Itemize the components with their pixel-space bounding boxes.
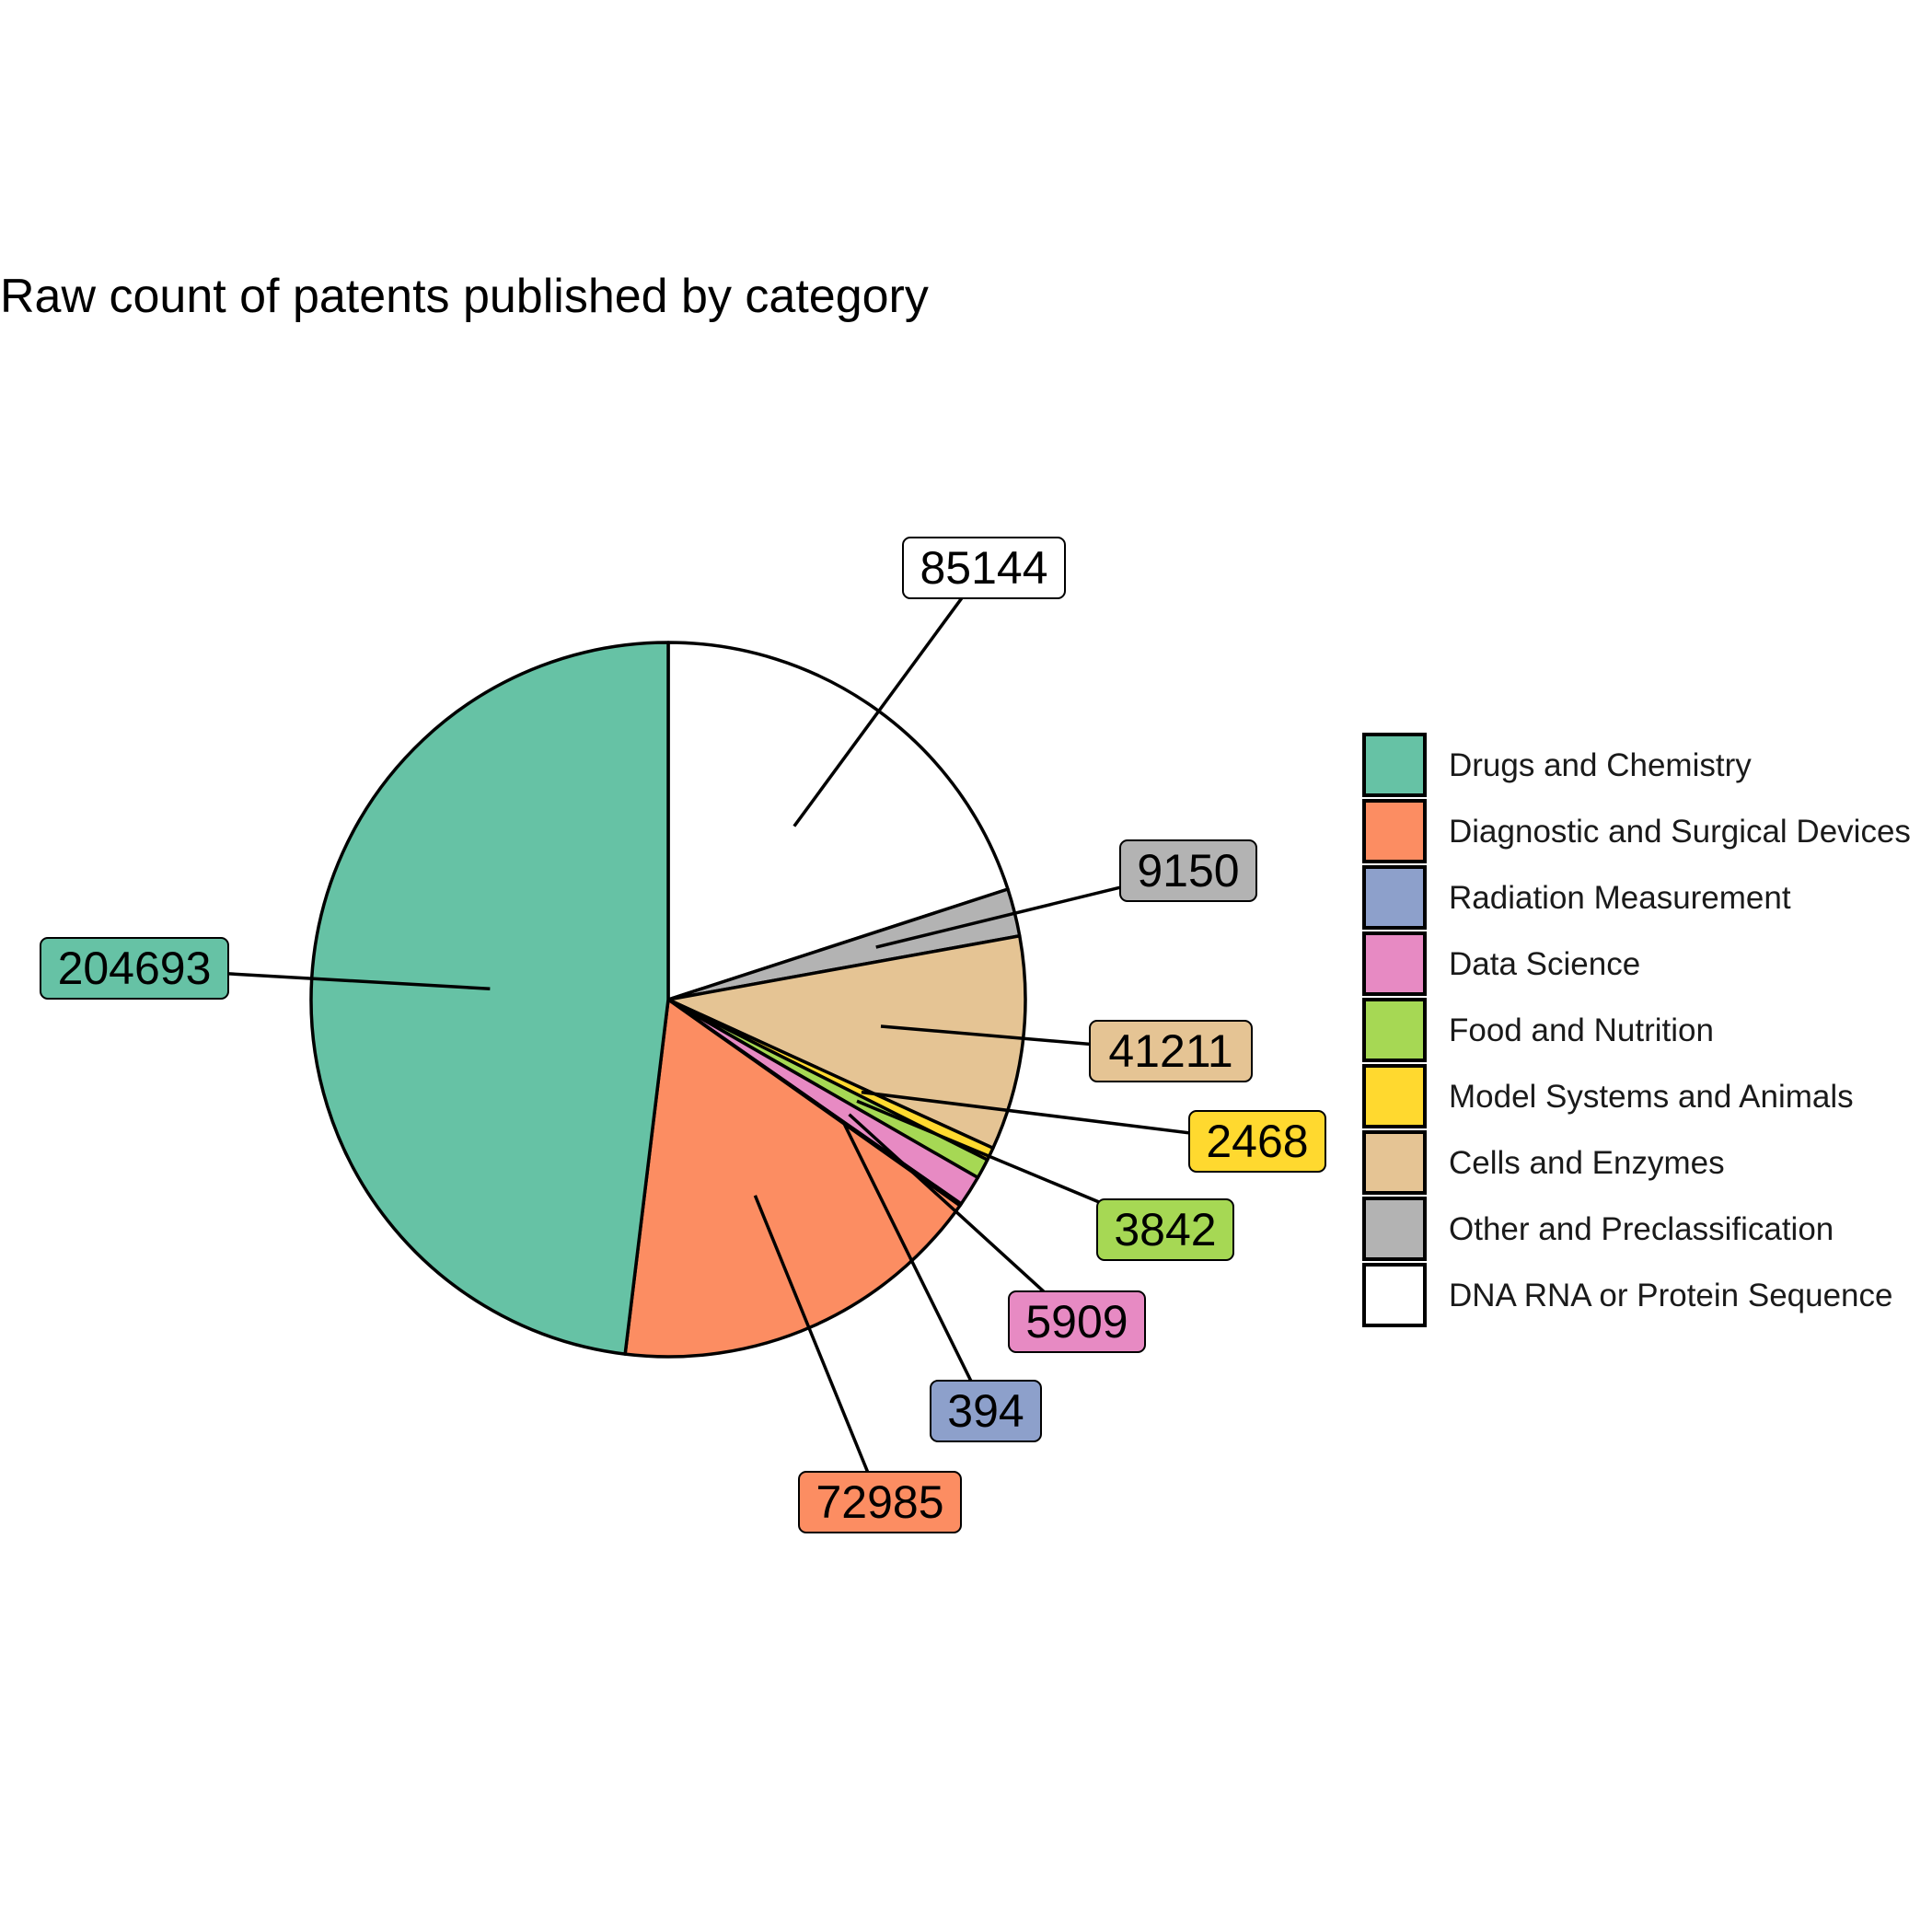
data-label-value: 394: [947, 1385, 1024, 1437]
legend-item-model-systems-and-animals: Model Systems and Animals: [1364, 1066, 1854, 1127]
legend-label: DNA RNA or Protein Sequence: [1449, 1278, 1892, 1313]
data-label-diagnostic-and-surgical-devices: 72985: [799, 1472, 961, 1533]
data-label-value: 3842: [1114, 1204, 1216, 1255]
legend-item-cells-and-enzymes: Cells and Enzymes: [1364, 1132, 1725, 1193]
data-label-radiation-measurement: 394: [931, 1381, 1041, 1441]
data-label-value: 72985: [816, 1476, 943, 1528]
legend: Drugs and Chemistry Diagnostic and Surgic…: [1364, 735, 1911, 1325]
legend-swatch: [1364, 933, 1425, 994]
data-label-dna-rna-or-protein-sequence: 85144: [903, 538, 1065, 598]
legend-item-diagnostic-and-surgical-devices: Diagnostic and Surgical Devices: [1364, 801, 1911, 862]
legend-label: Diagnostic and Surgical Devices: [1449, 814, 1911, 850]
legend-swatch: [1364, 735, 1425, 795]
legend-label: Drugs and Chemistry: [1449, 747, 1752, 783]
legend-swatch: [1364, 801, 1425, 862]
legend-item-radiation-measurement: Radiation Measurement: [1364, 867, 1791, 928]
legend-swatch: [1364, 1000, 1425, 1060]
data-label-value: 9150: [1137, 845, 1239, 897]
legend-swatch: [1364, 1066, 1425, 1127]
legend-swatch: [1364, 867, 1425, 928]
data-label-value: 85144: [920, 542, 1047, 594]
data-label-food-and-nutrition: 3842: [1097, 1199, 1233, 1260]
data-label-cells-and-enzymes: 41211: [1090, 1021, 1252, 1082]
data-label-model-systems-and-animals: 2468: [1189, 1111, 1325, 1172]
legend-item-data-science: Data Science: [1364, 933, 1640, 994]
legend-item-food-and-nutrition: Food and Nutrition: [1364, 1000, 1714, 1060]
legend-label: Cells and Enzymes: [1449, 1145, 1725, 1181]
data-label-value: 41211: [1108, 1025, 1232, 1077]
data-label-value: 204693: [58, 943, 212, 994]
legend-swatch: [1364, 1265, 1425, 1325]
legend-item-drugs-and-chemistry: Drugs and Chemistry: [1364, 735, 1752, 795]
legend-label: Other and Preclassification: [1449, 1211, 1834, 1247]
legend-label: Radiation Measurement: [1449, 880, 1791, 916]
legend-swatch: [1364, 1132, 1425, 1193]
data-label-drugs-and-chemistry: 204693: [40, 938, 228, 999]
legend-item-other-and-preclassification: Other and Preclassification: [1364, 1198, 1834, 1259]
data-label-data-science: 5909: [1009, 1291, 1145, 1352]
legend-label: Food and Nutrition: [1449, 1012, 1714, 1048]
legend-label: Data Science: [1449, 946, 1640, 982]
data-label-value: 5909: [1025, 1296, 1128, 1348]
data-label-other-and-preclassification: 9150: [1120, 840, 1256, 901]
pie-slices: [311, 642, 1025, 1357]
data-label-value: 2468: [1206, 1116, 1308, 1167]
pie-slice-drugs-and-chemistry: [311, 642, 668, 1354]
legend-swatch: [1364, 1198, 1425, 1259]
legend-label: Model Systems and Animals: [1449, 1079, 1854, 1115]
legend-item-dna-rna-or-protein-sequence: DNA RNA or Protein Sequence: [1364, 1265, 1892, 1325]
